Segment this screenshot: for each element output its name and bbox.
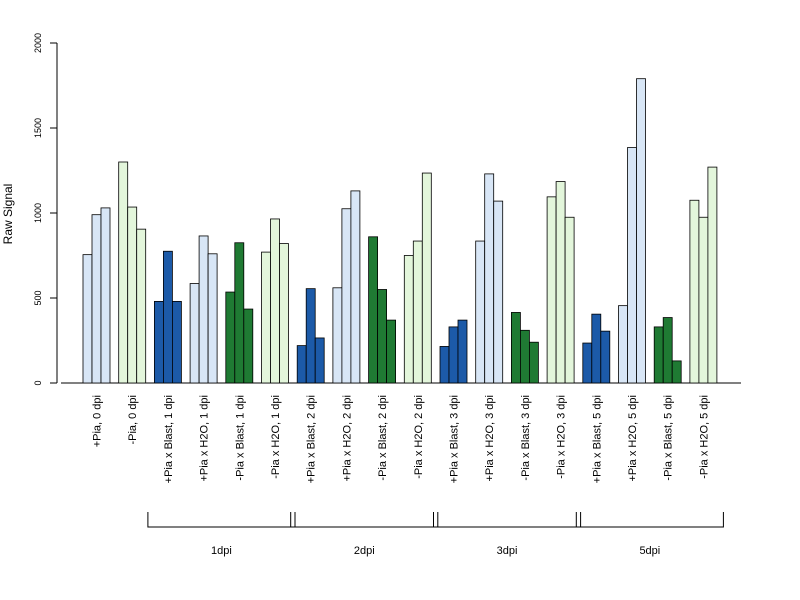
bar bbox=[341, 208, 352, 384]
bar bbox=[305, 288, 316, 384]
x-tick-label: -Pia x H2O, 2 dpi bbox=[413, 395, 425, 479]
bar bbox=[412, 240, 423, 384]
bar bbox=[261, 251, 271, 384]
bar bbox=[591, 313, 602, 384]
bar bbox=[510, 312, 521, 384]
group-bracket bbox=[290, 512, 439, 528]
x-tick-label: +Pia x H2O, 1 dpi bbox=[199, 395, 211, 482]
bar bbox=[627, 147, 637, 384]
x-tick-label: -Pia x H2O, 1 dpi bbox=[270, 395, 282, 479]
x-tick-label: -Pia x Blast, 1 dpi bbox=[234, 395, 246, 481]
bar bbox=[270, 218, 280, 384]
y-tick-label: 2000 bbox=[33, 33, 43, 53]
bar bbox=[698, 216, 709, 384]
group-bracket bbox=[433, 512, 582, 528]
bar bbox=[296, 345, 307, 384]
bar bbox=[162, 250, 173, 384]
labels-layer: +Pia, 0 dpi -Pia, 0 dpi +Pia x Blast, 1 dp… bbox=[92, 395, 711, 483]
bar bbox=[386, 319, 397, 384]
x-tick-label: -Pia x Blast, 2 dpi bbox=[377, 395, 389, 481]
bar bbox=[448, 326, 459, 384]
bar bbox=[403, 255, 414, 384]
bar bbox=[314, 337, 325, 384]
bar bbox=[653, 326, 664, 384]
bar bbox=[82, 254, 93, 384]
bar bbox=[493, 200, 504, 384]
x-tick-label: -Pia x H2O, 3 dpi bbox=[556, 395, 568, 479]
bar bbox=[689, 199, 700, 384]
x-tick-label: +Pia, 0 dpi bbox=[92, 395, 104, 447]
group-bracket bbox=[147, 512, 296, 528]
bars-layer bbox=[82, 78, 718, 384]
bar bbox=[671, 360, 682, 384]
bar bbox=[207, 253, 218, 384]
bar bbox=[662, 317, 673, 384]
bar bbox=[600, 330, 611, 384]
bar bbox=[368, 236, 379, 384]
bar bbox=[636, 78, 646, 384]
x-tick-label: +Pia x H2O, 5 dpi bbox=[627, 395, 639, 482]
x-tick-label: +Pia x H2O, 3 dpi bbox=[484, 395, 496, 482]
group-label: 5dpi bbox=[639, 545, 660, 557]
bar bbox=[546, 196, 557, 384]
bar bbox=[618, 305, 628, 384]
y-axis-label: Raw Signal bbox=[1, 184, 15, 245]
bar bbox=[136, 228, 147, 384]
group-label: 2dpi bbox=[354, 545, 375, 557]
bar bbox=[529, 341, 539, 384]
x-tick-label: -Pia, 0 dpi bbox=[127, 395, 139, 445]
bar bbox=[243, 308, 254, 384]
bar bbox=[171, 300, 182, 384]
bar bbox=[439, 346, 450, 384]
group-label: 1dpi bbox=[211, 545, 232, 557]
group-label: 3dpi bbox=[497, 545, 518, 557]
group-bracket bbox=[575, 512, 724, 528]
y-tick-label: 500 bbox=[33, 290, 43, 305]
bar bbox=[127, 206, 138, 384]
y-tick-label: 1500 bbox=[33, 118, 43, 138]
bar bbox=[189, 283, 200, 384]
bar bbox=[582, 342, 593, 384]
bar bbox=[279, 243, 289, 384]
bar bbox=[225, 291, 236, 384]
bar bbox=[555, 181, 566, 384]
bar bbox=[421, 172, 432, 384]
x-tick-label: +Pia x Blast, 3 dpi bbox=[449, 395, 461, 483]
x-tick-label: -Pia x Blast, 5 dpi bbox=[663, 395, 675, 481]
x-tick-label: -Pia x Blast, 3 dpi bbox=[520, 395, 532, 481]
bar bbox=[350, 190, 361, 384]
x-tick-label: +Pia x Blast, 1 dpi bbox=[163, 395, 175, 483]
bar bbox=[564, 216, 575, 384]
groups-layer: 1dpi 2dpi 3dpi 5dpi bbox=[147, 512, 724, 557]
bar bbox=[484, 173, 495, 384]
bar bbox=[153, 300, 164, 384]
bar bbox=[707, 166, 718, 384]
y-tick-label: 1000 bbox=[33, 203, 43, 223]
bar bbox=[475, 240, 486, 384]
bar bbox=[91, 214, 102, 384]
x-tick-label: +Pia x Blast, 5 dpi bbox=[591, 395, 603, 483]
bar bbox=[332, 287, 343, 384]
y-tick-label: 0 bbox=[33, 380, 43, 385]
bar bbox=[198, 235, 209, 384]
bar bbox=[457, 319, 468, 384]
bar bbox=[520, 329, 530, 384]
bar bbox=[100, 207, 111, 384]
bar bbox=[377, 289, 388, 384]
bar bbox=[118, 161, 129, 384]
x-tick-label: +Pia x Blast, 2 dpi bbox=[306, 395, 318, 483]
x-tick-label: +Pia x H2O, 2 dpi bbox=[341, 395, 353, 482]
x-tick-label: -Pia x H2O, 5 dpi bbox=[698, 395, 710, 479]
bar bbox=[234, 242, 245, 384]
